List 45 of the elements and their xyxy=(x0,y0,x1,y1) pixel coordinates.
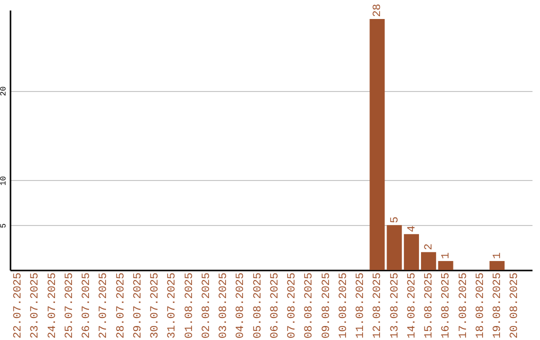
x-tick-label: 06.08.2025 xyxy=(269,272,282,339)
x-tick-label: 02.08.2025 xyxy=(200,272,213,339)
x-tick-label: 03.08.2025 xyxy=(218,272,230,339)
x-tick-label: 27.07.2025 xyxy=(98,272,110,339)
x-tick-label: 07.08.2025 xyxy=(286,272,299,339)
x-tick-label: 20.08.2025 xyxy=(509,272,522,339)
x-tick-label: 01.08.2025 xyxy=(184,272,196,339)
y-tick-label: 5 xyxy=(0,223,8,228)
x-tick-label: 18.08.2025 xyxy=(474,272,487,339)
data-label: 28 xyxy=(372,4,384,17)
x-tick-label: 19.08.2025 xyxy=(492,272,504,339)
x-tick-label: 30.07.2025 xyxy=(150,272,162,339)
x-tick-label: 22.07.2025 xyxy=(12,272,25,339)
x-tick-label: 11.08.2025 xyxy=(355,272,368,339)
x-tick-label: 28.07.2025 xyxy=(115,272,128,339)
bar xyxy=(404,234,419,270)
x-tick-label: 24.07.2025 xyxy=(46,272,59,339)
bar xyxy=(438,261,454,270)
x-tick-label: 10.08.2025 xyxy=(338,272,350,339)
x-tick-label: 29.07.2025 xyxy=(132,272,144,339)
x-tick-label: 23.07.2025 xyxy=(30,272,42,339)
data-label: 1 xyxy=(440,252,453,260)
bar xyxy=(386,225,402,270)
x-tick-label: 12.08.2025 xyxy=(372,272,384,339)
x-tick-label: 26.07.2025 xyxy=(81,272,94,339)
x-tick-label: 31.07.2025 xyxy=(166,272,179,339)
data-label: 2 xyxy=(424,243,436,250)
x-tick-label: 17.08.2025 xyxy=(458,272,470,339)
x-tick-label: 09.08.2025 xyxy=(320,272,333,339)
x-tick-label: 05.08.2025 xyxy=(252,272,264,339)
bar xyxy=(490,261,505,270)
x-tick-label: 08.08.2025 xyxy=(304,272,316,339)
data-label: 5 xyxy=(389,216,402,224)
bar xyxy=(370,18,385,270)
x-tick-label: 25.07.2025 xyxy=(64,272,76,339)
data-label: 1 xyxy=(492,252,504,260)
x-tick-label: 16.08.2025 xyxy=(440,272,453,339)
y-tick-label: 10 xyxy=(0,176,8,186)
x-tick-label: 13.08.2025 xyxy=(389,272,402,339)
x-tick-label: 04.08.2025 xyxy=(235,272,248,339)
x-tick-label: 14.08.2025 xyxy=(406,272,418,339)
bar xyxy=(421,252,436,270)
y-tick-label: 20 xyxy=(0,86,8,96)
data-label: 4 xyxy=(406,225,418,232)
x-tick-label: 15.08.2025 xyxy=(424,272,436,339)
